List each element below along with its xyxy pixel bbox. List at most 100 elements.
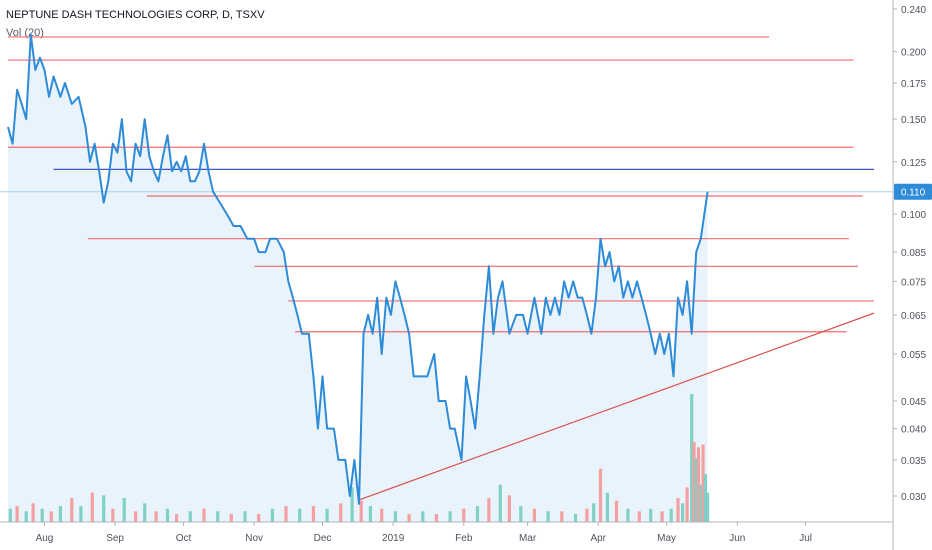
volume-bar bbox=[546, 511, 550, 522]
volume-bar bbox=[122, 498, 126, 522]
volume-bar bbox=[637, 511, 641, 522]
x-tick-label: 2019 bbox=[382, 533, 405, 544]
volume-bar bbox=[614, 500, 619, 522]
chart-title: NEPTUNE DASH TECHNOLOGIES CORP, D, TSXV bbox=[6, 9, 265, 21]
volume-bar bbox=[475, 506, 480, 522]
y-tick-label: 0.055 bbox=[901, 350, 926, 361]
volume-indicator-label[interactable]: Vol (20) bbox=[6, 27, 44, 39]
y-tick-label: 0.100 bbox=[901, 210, 926, 221]
volume-bar bbox=[696, 447, 701, 522]
volume-bar bbox=[434, 514, 438, 522]
volume-bar bbox=[703, 474, 707, 522]
volume-bar bbox=[448, 511, 452, 522]
volume-bar bbox=[15, 506, 19, 522]
x-tick-label: Oct bbox=[176, 533, 192, 544]
y-tick-label: 0.085 bbox=[901, 248, 926, 259]
y-tick-label: 0.040 bbox=[901, 425, 926, 436]
volume-bar bbox=[498, 484, 502, 522]
volume-bar bbox=[701, 444, 705, 522]
x-tick-label: Feb bbox=[455, 533, 473, 544]
volume-bar bbox=[257, 514, 261, 522]
volume-bar bbox=[368, 506, 372, 522]
volume-bar bbox=[90, 492, 94, 522]
volume-bar bbox=[325, 508, 329, 522]
volume-bar bbox=[685, 487, 689, 522]
x-tick-label: Dec bbox=[314, 533, 332, 544]
y-tick-label: 0.125 bbox=[901, 158, 926, 169]
volume-bar bbox=[175, 514, 179, 522]
x-tick-label: Sep bbox=[106, 533, 124, 544]
volume-bar bbox=[24, 511, 28, 522]
price-line-group bbox=[0, 33, 893, 505]
volume-bar bbox=[462, 508, 466, 522]
price-line bbox=[7, 33, 709, 505]
x-tick-label: Nov bbox=[245, 533, 263, 544]
volume-bar bbox=[692, 442, 696, 522]
x-tick-label: Jun bbox=[729, 533, 745, 544]
y-tick-label: 0.045 bbox=[901, 397, 926, 408]
y-tick-label: 0.030 bbox=[901, 492, 926, 503]
volume-bar bbox=[31, 503, 35, 522]
volume-bar bbox=[669, 508, 673, 522]
x-tick-label: May bbox=[657, 533, 676, 544]
volume-bar bbox=[243, 511, 247, 522]
last-price-badge bbox=[894, 183, 932, 200]
volume-bar bbox=[519, 506, 523, 522]
volume-bar bbox=[339, 503, 343, 522]
volume-bar bbox=[202, 508, 206, 522]
volume-bar bbox=[560, 511, 564, 522]
volume-bar bbox=[573, 514, 578, 522]
volume-bar bbox=[605, 492, 609, 522]
volume-bar bbox=[284, 506, 288, 522]
price-area bbox=[8, 34, 708, 523]
volume-bar bbox=[216, 511, 220, 522]
x-tick-label: Aug bbox=[36, 533, 54, 544]
volume-bar bbox=[690, 394, 694, 522]
volume-bar bbox=[507, 495, 511, 522]
y-tick-label: 0.035 bbox=[901, 456, 926, 467]
x-tick-label: Mar bbox=[519, 533, 537, 544]
volume-bar bbox=[79, 506, 83, 522]
volume-bar bbox=[143, 503, 147, 522]
volume-bar bbox=[154, 511, 158, 522]
volume-bar bbox=[350, 487, 354, 522]
y-tick-label: 0.200 bbox=[901, 48, 926, 59]
volume-bar bbox=[592, 503, 596, 522]
volume-bar bbox=[70, 498, 74, 522]
ascending-trendline[interactable] bbox=[358, 312, 875, 501]
volume-bar bbox=[49, 511, 53, 522]
y-tick-label: 0.075 bbox=[901, 277, 926, 288]
volume-bar bbox=[598, 468, 603, 522]
volume-bar bbox=[626, 508, 630, 522]
volume-bar bbox=[102, 495, 106, 522]
y-tick-label: 0.065 bbox=[901, 311, 926, 322]
volume-bar bbox=[359, 500, 363, 522]
volume-bar bbox=[699, 484, 703, 522]
volume-bars bbox=[8, 394, 710, 522]
volume-bar bbox=[311, 506, 315, 522]
volume-bar bbox=[393, 511, 397, 522]
volume-bar bbox=[298, 508, 302, 522]
volume-bar bbox=[706, 492, 710, 522]
volume-bar bbox=[676, 498, 680, 522]
volume-bar bbox=[380, 508, 384, 522]
price-area-fill bbox=[8, 34, 708, 523]
volume-bar bbox=[421, 511, 425, 522]
volume-bar bbox=[40, 508, 44, 522]
volume-bar bbox=[681, 503, 685, 522]
y-tick-label: 0.175 bbox=[901, 79, 926, 90]
volume-bar bbox=[649, 508, 653, 522]
volume-bar bbox=[58, 506, 62, 522]
trendline-group[interactable] bbox=[358, 312, 875, 501]
volume-bar bbox=[165, 508, 170, 522]
volume-bar bbox=[585, 508, 589, 522]
y-tick-label: 0.240 bbox=[901, 5, 926, 16]
volume-bar bbox=[134, 511, 138, 522]
y-tick-label: 0.150 bbox=[901, 115, 926, 126]
volume-bar bbox=[660, 511, 664, 522]
x-tick-label: Jul bbox=[799, 533, 812, 544]
volume-bar bbox=[270, 508, 274, 522]
volume-bar bbox=[229, 514, 233, 522]
